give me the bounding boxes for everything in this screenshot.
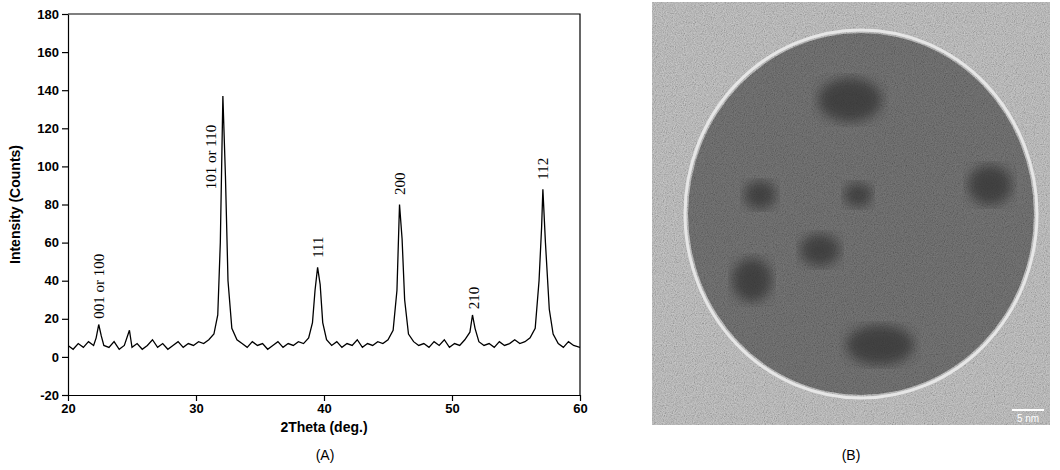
- peak-label: 112: [535, 158, 551, 180]
- tick-mark: [452, 395, 453, 401]
- peak-label: 111: [310, 236, 326, 257]
- tick-label: 30: [189, 401, 203, 416]
- tick-label: 60: [573, 401, 587, 416]
- dark-domain: [800, 234, 840, 266]
- peak-label: 210: [466, 287, 482, 310]
- tick-label: 80: [45, 197, 59, 212]
- particle-rim: [685, 30, 1037, 398]
- peak-label: 001 or 100: [91, 254, 107, 319]
- tick-mark: [62, 357, 68, 358]
- plot-frame: [68, 14, 580, 395]
- tick: 80: [45, 197, 68, 212]
- tick: 20: [61, 395, 75, 416]
- figure: 20 30 40 50 60 -20 0 20 40 60 80 100 120 140 160 180 2Th…: [0, 0, 1060, 470]
- tick-label: 60: [45, 235, 59, 250]
- tick-label: 40: [317, 401, 331, 416]
- peak-label: 101 or 110: [203, 125, 219, 189]
- dark-domain: [818, 78, 882, 122]
- tick-label: 120: [37, 121, 59, 136]
- tick-label: 40: [45, 273, 59, 288]
- y-axis: -20 0 20 40 60 80 100 120 140 160 180: [37, 7, 68, 403]
- tick: 20: [45, 311, 68, 326]
- tick-mark: [580, 395, 581, 401]
- y-axis-title: Intensity (Counts): [7, 145, 23, 264]
- dark-domain: [732, 258, 772, 302]
- dark-domain: [846, 325, 914, 365]
- tick: 40: [45, 273, 68, 288]
- xrd-line: [68, 96, 580, 349]
- micrograph: 5 nm: [652, 2, 1050, 425]
- tick-mark: [62, 243, 68, 244]
- tick: 60: [45, 235, 68, 250]
- tick-label: 160: [37, 45, 59, 60]
- tick: 40: [317, 395, 331, 416]
- micrograph-background: [652, 2, 1050, 425]
- tick: -20: [40, 388, 68, 403]
- tick: 160: [37, 45, 68, 60]
- tick: 30: [189, 395, 203, 416]
- plot-area: [68, 96, 580, 349]
- tick-mark: [62, 319, 68, 320]
- dark-domain: [968, 165, 1012, 205]
- tick-label: 20: [45, 311, 59, 326]
- tick-mark: [62, 166, 68, 167]
- tick: 60: [573, 395, 587, 416]
- tick-label: 100: [37, 159, 59, 174]
- axis-line: [68, 15, 69, 396]
- tick-mark: [62, 128, 68, 129]
- tick-label: 180: [37, 7, 59, 22]
- scale-bar-label: 5 nm: [1017, 413, 1039, 424]
- tick-label: -20: [40, 388, 59, 403]
- tick-label: 50: [445, 401, 459, 416]
- tick-mark: [62, 52, 68, 53]
- tick-mark: [196, 395, 197, 401]
- tick-mark: [62, 14, 68, 15]
- tick-mark: [68, 395, 69, 401]
- tick-mark: [62, 395, 68, 396]
- particle: [688, 33, 1034, 395]
- dark-domain: [844, 183, 872, 207]
- tick: 100: [37, 159, 68, 174]
- tick-mark: [62, 281, 68, 282]
- tick: 120: [37, 121, 68, 136]
- panel-label: (A): [316, 447, 335, 463]
- dark-domain: [744, 181, 776, 209]
- peak-label: 200: [392, 172, 408, 195]
- tick-label: 20: [61, 401, 75, 416]
- tick: 180: [37, 7, 68, 22]
- tick-mark: [62, 204, 68, 205]
- tick: 140: [37, 83, 68, 98]
- x-axis: 20 30 40 50 60: [61, 395, 587, 416]
- tick: 50: [445, 395, 459, 416]
- tick: 0: [52, 350, 68, 365]
- tick-label: 0: [52, 350, 59, 365]
- scale-bar: [1012, 409, 1044, 411]
- panel-label: (B): [842, 447, 861, 463]
- tick-mark: [324, 395, 325, 401]
- x-axis-title: 2Theta (deg.): [280, 419, 367, 435]
- tick-label: 140: [37, 83, 59, 98]
- tick-mark: [62, 90, 68, 91]
